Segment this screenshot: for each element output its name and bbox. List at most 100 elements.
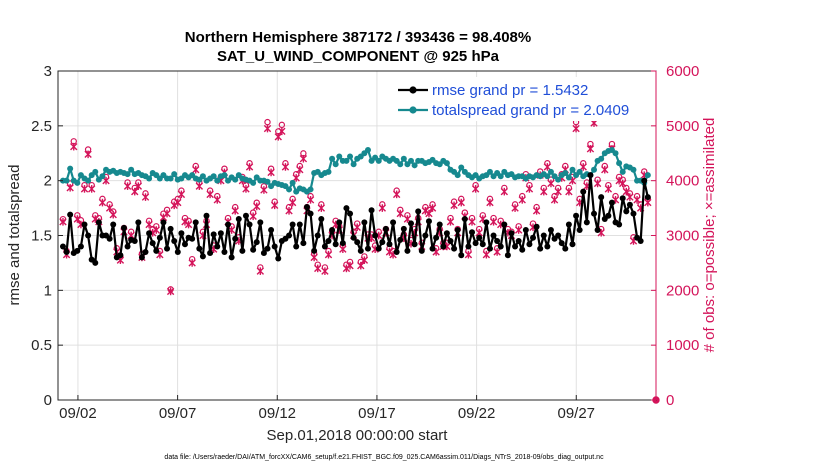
obs-assimilated-marker	[471, 185, 480, 193]
rmse-point	[246, 221, 253, 228]
rmse-point	[293, 243, 300, 250]
rmse-point	[476, 234, 483, 241]
rmse-point	[196, 245, 203, 252]
obs-assimilated-marker	[543, 163, 552, 171]
totalspread-point	[264, 178, 271, 185]
totalspread-point	[408, 157, 415, 164]
rmse-point	[303, 203, 310, 210]
rmse-point	[260, 250, 267, 257]
rmse-point	[63, 248, 70, 255]
totalspread-point	[411, 162, 418, 169]
legend-spread-label: totalspread grand pr = 2.0409	[432, 102, 629, 119]
obs-assimilated-marker	[131, 187, 139, 196]
rmse-point	[214, 243, 221, 250]
obs-assimilated-marker	[586, 145, 595, 153]
obs-assimilated-marker	[572, 124, 580, 133]
obs-assimilated-marker	[184, 220, 193, 229]
obs-assimilated-marker	[500, 187, 509, 196]
totalspread-point	[612, 150, 619, 157]
x-tick-label: 09/02	[59, 405, 97, 422]
obs-assimilated-marker	[554, 187, 562, 196]
obs-assimilated-marker	[70, 142, 78, 151]
rmse-point	[117, 252, 124, 259]
obs-assimilated-marker	[324, 250, 333, 259]
obs-assimilated-marker	[604, 185, 613, 193]
totalspread-point	[92, 168, 99, 175]
rmse-point	[382, 225, 389, 232]
rmse-point	[192, 219, 199, 226]
plot-area	[57, 70, 660, 404]
rmse-point	[286, 232, 293, 239]
rmse-point	[120, 224, 127, 231]
obs-assimilated-marker	[518, 196, 526, 204]
rmse-point	[164, 245, 171, 252]
rmse-point	[207, 250, 214, 257]
totalspread-point	[375, 157, 382, 164]
obs-assimilated-marker	[278, 127, 286, 136]
rmse-point	[171, 237, 178, 244]
obs-assimilated-marker	[493, 248, 501, 256]
obs-assimilated-marker	[360, 256, 369, 264]
rmse-point	[422, 232, 429, 239]
y-axis-left-label: rmse and totalspread	[6, 165, 23, 306]
rmse-point	[332, 241, 339, 248]
rmse-point	[189, 235, 196, 242]
rmse-point	[565, 221, 572, 228]
obs-assimilated-marker	[188, 259, 196, 267]
rmse-point	[544, 243, 551, 250]
rmse-point	[425, 218, 432, 225]
rmse-point	[433, 234, 440, 241]
rmse-point	[616, 221, 623, 228]
obs-assimilated-marker	[163, 209, 171, 218]
obs-assimilated-marker	[59, 217, 67, 226]
rmse-point	[242, 212, 249, 219]
rmse-point	[149, 240, 156, 247]
y-left-tick-label: 2	[44, 173, 52, 190]
totalspread-point	[397, 161, 404, 168]
obs-assimilated-marker	[174, 198, 182, 207]
obs-assimilated-marker	[242, 185, 250, 193]
totalspread-point	[443, 160, 450, 167]
rmse-point	[415, 208, 422, 215]
rmse-point	[174, 248, 181, 255]
obs-assimilated-marker	[256, 267, 265, 275]
obs-assimilated-marker	[87, 185, 96, 193]
totalspread-point	[307, 186, 314, 193]
rmse-point	[465, 243, 472, 250]
rmse-point	[411, 241, 418, 248]
obs-assimilated-marker	[306, 196, 315, 204]
obs-assimilated-marker	[565, 187, 573, 196]
rmse-point	[580, 188, 587, 195]
rmse-point	[630, 210, 637, 217]
totalspread-point	[364, 146, 371, 153]
legend-box	[392, 77, 652, 121]
obs-assimilated-marker	[145, 220, 153, 229]
totalspread-point	[210, 173, 217, 180]
rmse-point	[486, 245, 493, 252]
rmse-point	[81, 221, 88, 228]
obs-assimilated-marker	[281, 163, 290, 171]
rmse-point	[379, 239, 386, 246]
rmse-point	[390, 219, 397, 226]
obs-assimilated-marker	[321, 267, 329, 275]
rmse-point	[397, 236, 404, 243]
obs-assimilated-marker	[550, 196, 559, 204]
rmse-point	[641, 177, 648, 184]
rmse-point	[235, 216, 242, 223]
legend-spread-marker	[409, 106, 417, 114]
obs-assimilated-marker	[357, 261, 365, 270]
rmse-point	[268, 227, 275, 234]
rmse-point	[436, 221, 443, 228]
obs-assimilated-marker	[525, 185, 534, 193]
obs-assimilated-marker	[253, 202, 261, 211]
obs-assimilated-marker	[317, 204, 326, 212]
rmse-point	[608, 199, 615, 206]
totalspread-point	[332, 161, 339, 168]
rmse-point	[472, 240, 479, 247]
obs-assimilated-marker	[486, 198, 494, 207]
rmse-point	[533, 223, 540, 230]
rmse-point	[375, 245, 382, 252]
obs-assimilated-marker	[73, 215, 82, 223]
totalspread-point	[555, 176, 562, 183]
totalspread-point	[454, 172, 461, 179]
